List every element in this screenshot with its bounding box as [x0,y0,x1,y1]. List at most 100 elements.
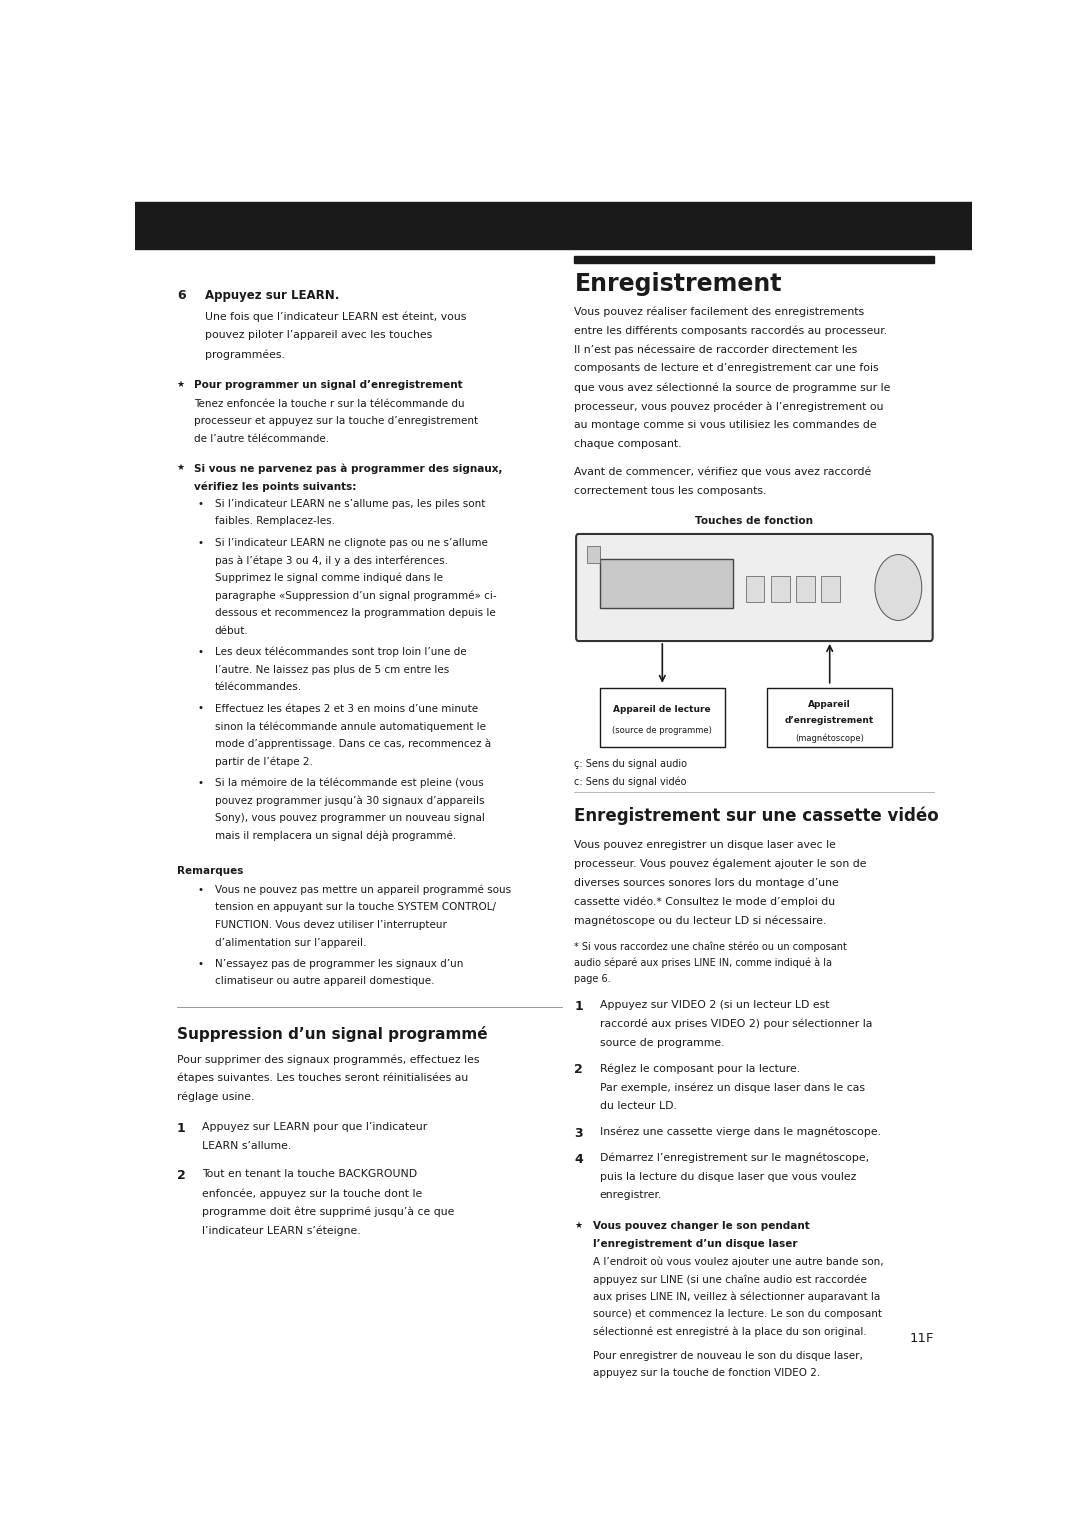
Text: 1: 1 [575,999,583,1013]
Text: étapes suivantes. Les touches seront réinitialisées au: étapes suivantes. Les touches seront réi… [177,1073,468,1083]
Text: programme doit être supprimé jusqu’à ce que: programme doit être supprimé jusqu’à ce … [202,1207,455,1218]
Text: Démarrez l’enregistrement sur le magnétoscope,: Démarrez l’enregistrement sur le magnéto… [599,1152,868,1163]
Bar [746,576,765,602]
Text: raccordé aux prises VIDEO 2) pour sélectionner la: raccordé aux prises VIDEO 2) pour sélect… [599,1019,872,1030]
Text: du lecteur LD.: du lecteur LD. [599,1102,676,1111]
Text: Vous pouvez changer le son pendant: Vous pouvez changer le son pendant [593,1221,810,1232]
Text: Remarques: Remarques [177,866,243,876]
Text: cassette vidéo.* Consultez le mode d’emploi du: cassette vidéo.* Consultez le mode d’emp… [575,897,836,906]
Text: dessous et recommencez la programmation depuis le: dessous et recommencez la programmation … [215,608,496,619]
Text: d’alimentation sur l’appareil.: d’alimentation sur l’appareil. [215,938,366,947]
Text: vérifiez les points suivants:: vérifiez les points suivants: [193,481,356,492]
Text: Les deux télécommandes sont trop loin l’une de: Les deux télécommandes sont trop loin l’… [215,646,467,657]
Text: •: • [198,885,204,894]
Text: c: Sens du signal vidéo: c: Sens du signal vidéo [575,776,687,787]
Text: mode d’apprentissage. Dans ce cas, recommencez à: mode d’apprentissage. Dans ce cas, recom… [215,738,490,749]
Text: 6: 6 [177,289,186,303]
Text: réglage usine.: réglage usine. [177,1091,254,1102]
Text: Tout en tenant la touche BACKGROUND: Tout en tenant la touche BACKGROUND [202,1169,417,1180]
Text: •: • [198,498,204,509]
Text: Vous pouvez enregistrer un disque laser avec le: Vous pouvez enregistrer un disque laser … [575,840,836,850]
Text: télécommandes.: télécommandes. [215,681,301,692]
Text: audio séparé aux prises LINE IN, comme indiqué à la: audio séparé aux prises LINE IN, comme i… [575,958,833,969]
Text: au montage comme si vous utilisiez les commandes de: au montage comme si vous utilisiez les c… [575,420,877,429]
Text: Appareil de lecture: Appareil de lecture [613,704,711,714]
Text: Vous pouvez réaliser facilement des enregistrements: Vous pouvez réaliser facilement des enre… [575,307,865,318]
Text: Par exemple, insérez un disque laser dans le cas: Par exemple, insérez un disque laser dan… [599,1082,864,1093]
Text: Tenez enfoncée la touche r sur la télécommande du: Tenez enfoncée la touche r sur la téléco… [193,399,464,408]
Bar [588,545,599,564]
Text: sélectionné est enregistré à la place du son original.: sélectionné est enregistré à la place du… [593,1326,866,1337]
Text: A l’endroit où vous voulez ajouter une autre bande son,: A l’endroit où vous voulez ajouter une a… [593,1256,883,1267]
Bar [796,576,814,602]
Bar [135,202,972,249]
Text: l’enregistrement d’un disque laser: l’enregistrement d’un disque laser [593,1239,797,1248]
Bar [767,688,892,747]
Text: chaque composant.: chaque composant. [575,439,681,449]
Text: LEARN s’allume.: LEARN s’allume. [202,1141,292,1151]
Text: 2: 2 [575,1063,583,1076]
Text: ★: ★ [575,1221,582,1230]
Text: processeur. Vous pouvez également ajouter le son de: processeur. Vous pouvez également ajoute… [575,859,867,869]
Text: que vous avez sélectionné la source de programme sur le: que vous avez sélectionné la source de p… [575,382,891,393]
Text: Supprimez le signal comme indiqué dans le: Supprimez le signal comme indiqué dans l… [215,573,443,584]
Text: •: • [198,958,204,969]
Text: Si vous ne parvenez pas à programmer des signaux,: Si vous ne parvenez pas à programmer des… [193,463,502,474]
Bar [575,257,934,263]
Text: Insérez une cassette vierge dans le magnétoscope.: Insérez une cassette vierge dans le magn… [599,1128,880,1137]
Text: N’essayez pas de programmer les signaux d’un: N’essayez pas de programmer les signaux … [215,958,463,969]
Text: début.: début. [215,626,248,636]
Text: diverses sources sonores lors du montage d’une: diverses sources sonores lors du montage… [575,877,839,888]
Text: Il n’est pas nécessaire de raccorder directement les: Il n’est pas nécessaire de raccorder dir… [575,344,858,354]
Text: faibles. Remplacez-les.: faibles. Remplacez-les. [215,516,335,526]
Text: Touches de fonction: Touches de fonction [696,516,813,526]
Text: Si la mémoire de la télécommande est pleine (vous: Si la mémoire de la télécommande est ple… [215,778,483,788]
Text: •: • [198,538,204,547]
Text: enfoncée, appuyez sur la touche dont le: enfoncée, appuyez sur la touche dont le [202,1189,422,1198]
Text: Appuyez sur LEARN pour que l’indicateur: Appuyez sur LEARN pour que l’indicateur [202,1122,428,1132]
Text: climatiseur ou autre appareil domestique.: climatiseur ou autre appareil domestique… [215,976,434,987]
Text: pouvez programmer jusqu’à 30 signaux d’appareils: pouvez programmer jusqu’à 30 signaux d’a… [215,795,484,805]
Text: Suppression d’un signal programmé: Suppression d’un signal programmé [177,1025,487,1042]
Text: * Si vous raccordez une chaîne stéréo ou un composant: * Si vous raccordez une chaîne stéréo ou… [575,941,848,952]
Text: Avant de commencer, vérifiez que vous avez raccordé: Avant de commencer, vérifiez que vous av… [575,468,872,477]
Text: Pour supprimer des signaux programmés, effectuez les: Pour supprimer des signaux programmés, e… [177,1054,480,1065]
Text: source de programme.: source de programme. [599,1038,724,1048]
Text: de l’autre télécommande.: de l’autre télécommande. [193,434,328,445]
Text: Sony), vous pouvez programmer un nouveau signal: Sony), vous pouvez programmer un nouveau… [215,813,485,822]
Text: composants de lecture et d’enregistrement car une fois: composants de lecture et d’enregistremen… [575,364,879,373]
Text: d’enregistrement: d’enregistrement [785,717,875,726]
Text: processeur, vous pouvez procéder à l’enregistrement ou: processeur, vous pouvez procéder à l’enr… [575,400,883,411]
Text: Si l’indicateur LEARN ne s’allume pas, les piles sont: Si l’indicateur LEARN ne s’allume pas, l… [215,498,485,509]
Text: Effectuez les étapes 2 et 3 en moins d’une minute: Effectuez les étapes 2 et 3 en moins d’u… [215,703,477,714]
Text: 2: 2 [177,1169,186,1183]
Bar [771,576,789,602]
Text: Appuyez sur LEARN.: Appuyez sur LEARN. [205,289,340,303]
Text: Vous ne pouvez pas mettre un appareil programmé sous: Vous ne pouvez pas mettre un appareil pr… [215,885,511,895]
Text: FUNCTION. Vous devez utiliser l’interrupteur: FUNCTION. Vous devez utiliser l’interrup… [215,920,446,931]
Text: 4: 4 [575,1152,583,1166]
Text: Fonctionnement du processeur: Fonctionnement du processeur [639,217,943,235]
Text: enregistrer.: enregistrer. [599,1190,662,1201]
Text: ★: ★ [177,463,185,472]
Text: •: • [198,703,204,714]
Text: 1: 1 [177,1122,186,1135]
Text: Enregistrement: Enregistrement [575,272,782,295]
Text: Enregistrement sur une cassette vidéo: Enregistrement sur une cassette vidéo [575,807,940,825]
Text: appuyez sur LINE (si une chaîne audio est raccordée: appuyez sur LINE (si une chaîne audio es… [593,1274,867,1285]
Text: pouvez piloter l’appareil avec les touches: pouvez piloter l’appareil avec les touch… [205,330,433,341]
Text: correctement tous les composants.: correctement tous les composants. [575,486,767,495]
Text: appuyez sur la touche de fonction VIDEO 2.: appuyez sur la touche de fonction VIDEO … [593,1368,820,1378]
Text: •: • [198,778,204,787]
Text: page 6.: page 6. [575,973,611,984]
Text: (magnétoscope): (magnétoscope) [795,733,864,744]
Text: 11F: 11F [909,1331,934,1345]
Text: mais il remplacera un signal déjà programmé.: mais il remplacera un signal déjà progra… [215,831,456,840]
Text: processeur et appuyez sur la touche d’enregistrement: processeur et appuyez sur la touche d’en… [193,416,477,426]
Text: l’indicateur LEARN s’éteigne.: l’indicateur LEARN s’éteigne. [202,1225,361,1236]
Text: Pour enregistrer de nouveau le son du disque laser,: Pour enregistrer de nouveau le son du di… [593,1351,863,1360]
Text: Réglez le composant pour la lecture.: Réglez le composant pour la lecture. [599,1063,799,1074]
Text: tension en appuyant sur la touche SYSTEM CONTROL/: tension en appuyant sur la touche SYSTEM… [215,902,496,912]
Text: puis la lecture du disque laser que vous voulez: puis la lecture du disque laser que vous… [599,1172,856,1181]
Bar [599,688,725,747]
